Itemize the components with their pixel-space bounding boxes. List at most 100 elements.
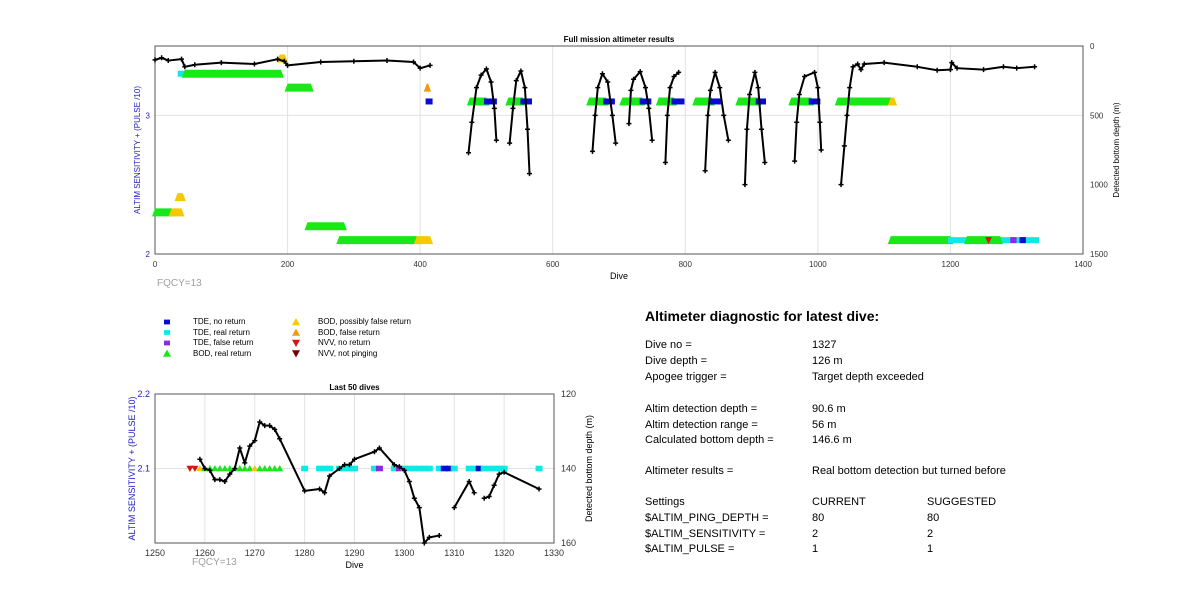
last50-depth-point: [262, 423, 268, 429]
last50-marker-tde_real_return: [326, 465, 334, 472]
diagnostic-label: Calculated bottom depth =: [645, 434, 774, 446]
last50-depth-line: [453, 480, 476, 509]
full-x-tick-label: 200: [281, 260, 295, 269]
full-marker-band-bod_real_return: [284, 83, 314, 92]
full-depth-point: [218, 60, 224, 66]
full-depth-point: [812, 69, 818, 75]
full-marker-band-tde_no_return: [671, 98, 685, 105]
diagnostic-label: Altim detection depth =: [645, 403, 758, 415]
last50-depth-point: [322, 490, 328, 496]
full-depth-line: [467, 67, 498, 153]
last50-x-tick-label: 1280: [295, 548, 315, 558]
full-depth-point: [251, 61, 257, 67]
full-marker-band-tde_false_return: [1010, 237, 1017, 244]
full-marker-band-bod_possibly_false: [174, 193, 186, 202]
full-marker-band-bod_possibly_false: [413, 236, 434, 245]
last50-depth-point: [252, 438, 258, 444]
full-marker-band-bod_real_return: [834, 97, 894, 106]
full-depth-point: [664, 112, 670, 118]
last50-x-tick-label: 1250: [145, 548, 165, 558]
last50-marker-bod_real_return: [226, 465, 234, 472]
last50-marker-tde_real_return: [425, 465, 433, 472]
full-depth-point: [609, 112, 615, 118]
settings-value: 1: [927, 543, 934, 555]
diagnostic-value: 90.6 m: [812, 403, 846, 415]
full-x-tick-label: 1000: [809, 260, 827, 269]
full-depth-point: [427, 62, 433, 68]
last50-axes-box: [154, 393, 555, 544]
last50-x-tick-label: 1310: [444, 548, 464, 558]
full-marker-band-bod_real_return: [887, 236, 954, 245]
legend-label: TDE, false return: [193, 338, 254, 347]
last50-depth-point: [466, 479, 472, 485]
last50-depth-point: [496, 471, 502, 477]
diagnostic-value: 126 m: [812, 355, 843, 367]
last50-marker-nvv_no_return: [186, 465, 194, 472]
full-x-tick-label: 600: [546, 260, 560, 269]
full-depth-point: [507, 140, 513, 146]
full-depth-point: [493, 137, 499, 143]
full-y-tick-label: 3: [146, 111, 151, 120]
last50-marker-tde_real_return: [495, 465, 503, 472]
full-depth-line: [840, 61, 1035, 185]
legend-marker-bod_possibly_false: [292, 318, 300, 326]
last50-depth-point: [416, 505, 422, 511]
last50-depth-point: [247, 443, 253, 449]
full-depth-point: [855, 61, 861, 67]
full-depth-point: [182, 64, 188, 70]
legend-label: BOD, possibly false return: [318, 317, 411, 326]
last50-marker-tde_real_return: [415, 465, 423, 472]
last50-marker-bod_possibly_false: [251, 465, 259, 472]
full-x-tick-label: 1200: [942, 260, 960, 269]
last50-y-right-tick-label: 160: [561, 538, 576, 548]
full-depth-point: [794, 119, 800, 125]
last50-depth-point: [391, 462, 397, 468]
last50-marker-tde_real_return: [485, 465, 493, 472]
last50-depth-point: [421, 540, 427, 546]
last50-marker-tde_real_return: [341, 465, 349, 472]
full-depth-point: [649, 137, 655, 143]
diagnostic-label: Altimeter results =: [645, 465, 734, 477]
last50-marker-tde_real_return: [535, 465, 543, 472]
full-depth-point: [702, 168, 708, 174]
full-depth-point: [384, 58, 390, 64]
legend-label: BOD, real return: [193, 348, 252, 358]
full-depth-point: [281, 58, 287, 64]
last50-marker-tde_real_return: [490, 465, 498, 472]
last50-marker-tde_real_return: [301, 465, 309, 472]
legend-label: NVV, not pinging: [318, 348, 378, 358]
last50-marker-nvv_no_return: [191, 465, 199, 472]
settings-value: 2: [812, 527, 819, 540]
last50-marker-bod_real_return: [246, 465, 254, 472]
last50-depth-point: [471, 490, 477, 496]
full-marker-band-tde_no_return: [603, 98, 615, 105]
full-depth-point: [1014, 65, 1020, 71]
full-marker-band-tde_no_return: [755, 98, 767, 105]
full-depth-point: [676, 69, 682, 75]
full-marker-band-tde_no_return: [639, 98, 652, 105]
full-depth-point: [522, 85, 528, 91]
last50-marker-tde_real_return: [321, 465, 329, 472]
last50-depth-point: [491, 482, 497, 488]
full-marker-band-bod_real_return: [619, 97, 646, 106]
settings-header: Settings: [645, 496, 685, 508]
full-depth-point: [725, 137, 731, 143]
last50-marker-tde_no_return: [440, 465, 448, 472]
diagnostic-value: 56 m: [812, 419, 837, 431]
last50-marker-bod_real_return: [236, 465, 244, 472]
legend-marker-nvv_no_return: [292, 339, 300, 347]
last50-depth-point: [481, 495, 487, 501]
last50-depth-point: [347, 462, 353, 468]
full-depth-point: [637, 69, 643, 75]
last50-marker-bod_real_return: [211, 465, 219, 472]
diagnostic-label: Dive depth =: [645, 355, 708, 367]
settings-label: $ALTIM_PULSE =: [645, 543, 735, 555]
last50-marker-tde_false_return: [375, 465, 383, 472]
legend-marker-bod_real_return: [163, 349, 171, 357]
legend-marker-nvv_not_pinging: [292, 350, 300, 358]
last50-depth-point: [317, 486, 323, 492]
full-depth-point: [802, 74, 808, 80]
full-marker-band-bod_real_return: [304, 222, 347, 231]
last50-marker-bod_real_return: [271, 465, 279, 472]
last50-depth-point: [202, 466, 208, 471]
